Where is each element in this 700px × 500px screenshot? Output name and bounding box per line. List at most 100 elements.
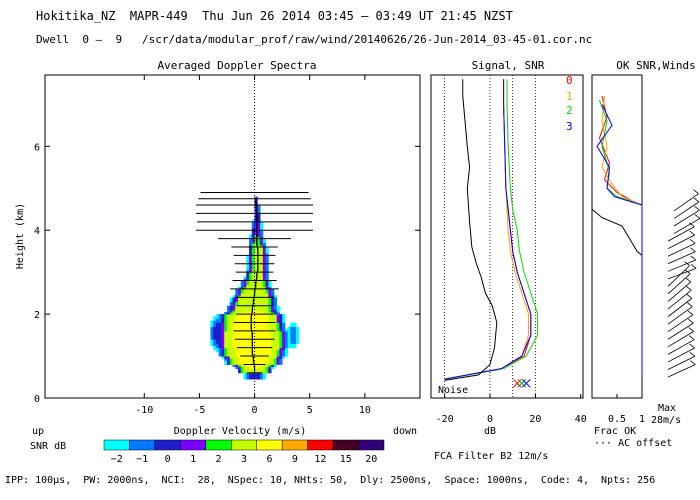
wind-barb-flag	[694, 214, 700, 219]
spectra-cell	[265, 370, 269, 374]
spectra-cell	[257, 209, 261, 212]
spectra-cell	[251, 309, 255, 313]
spectra-cell	[235, 322, 239, 325]
spectra-cell	[273, 295, 278, 298]
spectra-cell	[279, 337, 283, 340]
chart-title-line: Hokitika_NZ MAPR-449 Thu Jun 26 2014 03:…	[36, 9, 513, 23]
spectra-cell	[229, 320, 233, 323]
spectra-cell	[268, 295, 272, 298]
spectra-cell	[232, 356, 236, 359]
spectra-cell	[260, 274, 264, 277]
spectra-cell	[224, 326, 228, 330]
spectra-cell	[262, 377, 266, 380]
spectra-cell	[249, 328, 253, 332]
spectra-cell	[213, 318, 217, 321]
spectra-cell	[284, 332, 289, 336]
spectra-cell	[226, 341, 231, 344]
spectra-cell	[262, 244, 266, 248]
spectra-cell	[246, 362, 250, 365]
spectra-cell	[262, 356, 266, 359]
spectra-cell	[265, 282, 269, 286]
spectra-cell	[262, 368, 266, 372]
spectra-cell	[268, 366, 272, 370]
colorbar-tick-label: 20	[365, 454, 377, 465]
spectra-cell	[254, 270, 258, 273]
spectra-cell	[265, 255, 269, 258]
spectra-cell	[238, 330, 242, 334]
spectra-cell	[257, 282, 261, 286]
spectra-cell	[232, 320, 236, 323]
spectra-cell	[257, 221, 261, 225]
spectra-cell	[238, 299, 242, 302]
spectra-cell	[271, 293, 275, 296]
spectra-cell	[238, 326, 242, 330]
spectra-cell	[249, 263, 253, 267]
spectra-cell	[262, 330, 266, 334]
spectra-cell	[282, 341, 286, 344]
max-label: Max	[658, 403, 676, 414]
spectra-cell	[251, 219, 255, 223]
spectra-cell	[284, 328, 289, 332]
spectra-cell	[226, 332, 231, 336]
spectra-cell	[251, 364, 255, 367]
spectra-cell	[249, 261, 253, 265]
spectra-cell	[249, 370, 253, 374]
snr-colorbar: SNR dB−2 −1 0 1 2 3 6 9 12 15 20	[30, 439, 385, 465]
spectra-cell	[293, 324, 297, 328]
spectra-cell	[215, 328, 220, 332]
spectra-cell	[249, 353, 253, 357]
spectra-cell	[246, 349, 250, 353]
spectra-cell	[232, 360, 236, 363]
spectra-cell	[221, 341, 225, 344]
spectra-cell	[257, 276, 261, 279]
spectra-cell	[249, 274, 253, 277]
spectra-cell	[262, 249, 266, 252]
spectra-cell	[243, 280, 247, 284]
spectra-cell	[257, 226, 261, 229]
spectra-cell	[238, 362, 242, 365]
spectra-cell	[232, 299, 236, 302]
spectra-cell	[268, 337, 272, 340]
spectra-cell	[215, 332, 220, 336]
spectra-cell	[262, 238, 266, 242]
spectra-cell	[282, 349, 286, 353]
spectra-cell	[262, 326, 266, 330]
spectra-cell	[257, 301, 261, 305]
spectra-cell	[249, 286, 253, 290]
spectra-cell	[254, 358, 258, 361]
spectra-cell	[238, 318, 242, 321]
spectra-cell	[251, 272, 255, 275]
spectra-cell	[257, 211, 261, 214]
spectra-cell	[257, 353, 261, 357]
spectra-cell	[246, 295, 250, 298]
spectra-cell	[254, 238, 258, 242]
spectra-cell	[265, 305, 269, 309]
spectra-cell	[262, 276, 266, 279]
spectra-cell	[238, 332, 242, 336]
spectra-cell	[257, 244, 261, 248]
spectra-cell	[257, 238, 261, 242]
spectra-cell	[254, 213, 258, 216]
spectra-cell	[257, 217, 261, 221]
wind-barb-flag	[685, 277, 691, 283]
spectra-cell	[260, 353, 264, 357]
spectra-cell	[240, 368, 244, 372]
spectra-cell	[243, 307, 247, 311]
spectra-cell	[262, 278, 266, 281]
spectra-cell	[226, 305, 231, 309]
spectra-cell	[235, 288, 239, 292]
spectra-cell	[210, 337, 214, 340]
spectra-cell	[232, 330, 236, 334]
spectra-cell	[260, 228, 264, 231]
spectra-cell	[271, 328, 275, 332]
colorbar-swatch	[231, 439, 257, 451]
spectra-cell	[249, 236, 253, 239]
spectra-cell	[251, 230, 255, 233]
spectra-cell	[251, 374, 255, 378]
spectra-cell	[215, 318, 220, 321]
wind-barb	[667, 234, 695, 250]
spectra-cell	[295, 330, 300, 334]
spectra-cell	[254, 364, 258, 367]
spectra-cell	[260, 314, 264, 317]
spectra-cell	[215, 330, 220, 334]
